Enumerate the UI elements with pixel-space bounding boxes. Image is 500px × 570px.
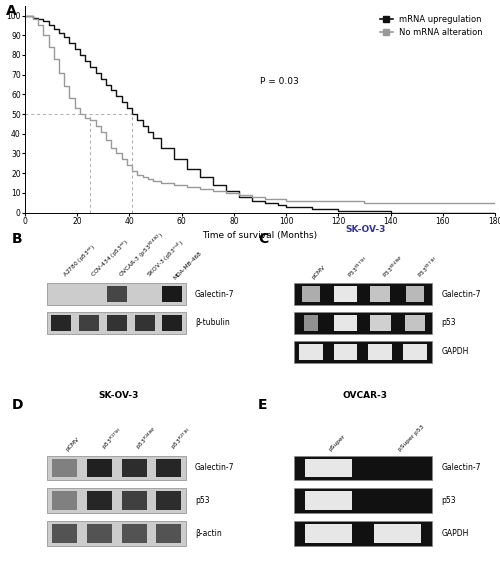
Bar (122, 458, 146, 478)
Text: p53$^{R175H}$: p53$^{R175H}$ (100, 426, 126, 453)
Text: P53$^{R273H}$: P53$^{R273H}$ (415, 255, 440, 280)
Bar (294, 341, 432, 363)
Bar (304, 315, 318, 331)
Bar (162, 286, 182, 302)
Text: p53: p53 (442, 496, 456, 505)
Bar (304, 458, 352, 478)
Bar (304, 491, 352, 510)
Text: P53$^{R248W}$: P53$^{R248W}$ (380, 254, 406, 280)
Bar (107, 315, 127, 331)
Text: p53$^{R273H}$: p53$^{R273H}$ (169, 426, 195, 453)
Bar (52, 524, 77, 543)
Bar (294, 521, 432, 546)
Bar (304, 524, 352, 543)
Bar (48, 283, 186, 305)
Text: B: B (12, 233, 22, 246)
Text: pSuper: pSuper (328, 434, 346, 453)
Bar (294, 283, 432, 305)
Bar (156, 491, 182, 510)
Bar (52, 491, 77, 510)
Bar (122, 524, 146, 543)
Text: p53: p53 (195, 496, 210, 505)
Text: SK-OV-3: SK-OV-3 (99, 390, 139, 400)
Bar (406, 286, 424, 302)
Bar (403, 344, 427, 360)
X-axis label: Time of survival (Months): Time of survival (Months) (202, 231, 318, 241)
Text: OVCAR-3 (p53$^{R248Q}$): OVCAR-3 (p53$^{R248Q}$) (117, 231, 166, 280)
Bar (48, 488, 186, 513)
Bar (370, 315, 391, 331)
Bar (156, 524, 182, 543)
Text: P = 0.03: P = 0.03 (260, 78, 299, 86)
Text: pCMV: pCMV (311, 264, 326, 280)
Text: Galectin-7: Galectin-7 (442, 463, 481, 473)
Bar (294, 312, 432, 334)
Bar (107, 286, 127, 302)
Legend: mRNA upregulation, No mRNA alteration: mRNA upregulation, No mRNA alteration (376, 12, 486, 41)
Text: Galectin-7: Galectin-7 (442, 290, 481, 299)
Text: A: A (6, 3, 17, 18)
Bar (87, 458, 112, 478)
Text: C: C (258, 233, 268, 246)
Text: SK-OV-3: SK-OV-3 (345, 225, 386, 234)
Bar (122, 491, 146, 510)
Bar (405, 315, 425, 331)
Text: pSuper p53: pSuper p53 (398, 425, 425, 453)
Bar (294, 455, 432, 481)
Text: Galectin-7: Galectin-7 (195, 290, 234, 299)
Text: GAPDH: GAPDH (442, 529, 468, 538)
Bar (52, 458, 77, 478)
Bar (334, 286, 357, 302)
Text: E: E (258, 398, 268, 412)
Bar (294, 488, 432, 513)
Y-axis label: Survival (%): Survival (%) (0, 82, 1, 137)
Text: A2780 (p53$^{wt}$): A2780 (p53$^{wt}$) (62, 243, 99, 280)
Text: P53$^{R175H}$: P53$^{R175H}$ (346, 255, 371, 280)
Bar (48, 455, 186, 481)
Bar (374, 524, 422, 543)
Bar (368, 344, 392, 360)
Text: COV-434 (p53$^{wt}$): COV-434 (p53$^{wt}$) (89, 238, 132, 280)
Text: β-actin: β-actin (195, 529, 222, 538)
Bar (302, 286, 320, 302)
Bar (48, 312, 186, 334)
Text: MDA-MB-468: MDA-MB-468 (172, 250, 203, 280)
Bar (52, 315, 71, 331)
Bar (48, 521, 186, 546)
Bar (79, 315, 99, 331)
Text: SKOV-3 (p53$^{null}$): SKOV-3 (p53$^{null}$) (144, 238, 186, 280)
Text: pCMV: pCMV (64, 437, 80, 453)
Text: p53: p53 (442, 319, 456, 328)
Text: Galectin-7: Galectin-7 (195, 463, 234, 473)
Bar (87, 524, 112, 543)
Bar (370, 286, 390, 302)
Bar (87, 491, 112, 510)
Text: β-tubulin: β-tubulin (195, 319, 230, 328)
Bar (156, 458, 182, 478)
Bar (334, 344, 357, 360)
Bar (334, 315, 357, 331)
Text: p53$^{R248W}$: p53$^{R248W}$ (134, 425, 162, 453)
Text: GAPDH: GAPDH (442, 347, 468, 356)
Bar (134, 315, 154, 331)
Bar (162, 315, 182, 331)
Text: D: D (12, 398, 23, 412)
Text: OVCAR-3: OVCAR-3 (342, 390, 388, 400)
Bar (299, 344, 323, 360)
